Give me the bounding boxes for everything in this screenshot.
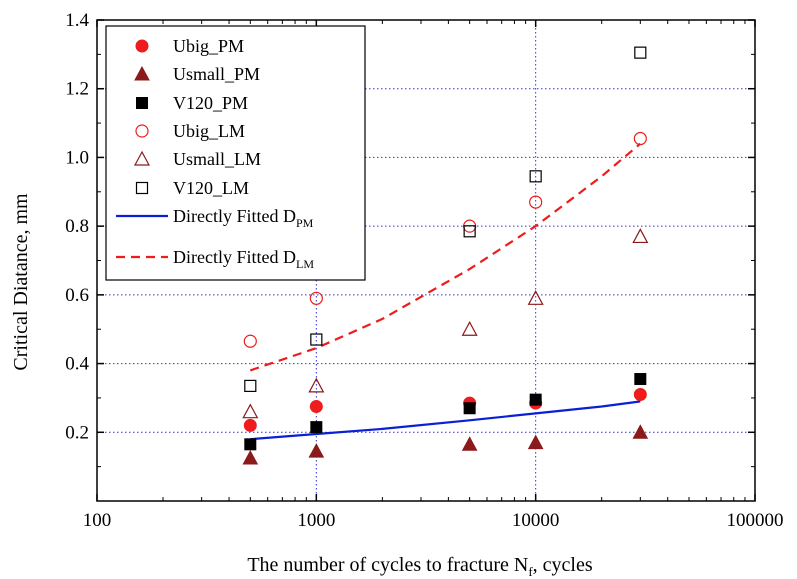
point-usmall-lm [461,320,478,336]
point-v120-lm [463,225,476,238]
grid [97,20,755,501]
point-v120-lm [634,46,647,59]
point-usmall-pm [242,449,259,465]
x-tick-label: 10000 [512,510,560,531]
point-usmall-pm [527,434,544,450]
x-tick-label: 1000 [297,510,335,531]
x-tick-label: 100000 [727,510,784,531]
legend-marker-ubig-lm [135,124,149,138]
legend-label-ubig-pm: Ubig_PM [173,36,244,56]
point-usmall-lm [527,290,544,305]
legend-label-usmall-lm: Usmall_LM [173,149,261,169]
point-v120-pm [244,438,257,451]
legend-box [105,25,366,281]
y-axis-label: Critical Diatance, mm [10,193,32,371]
point-usmall-pm [632,424,649,439]
fit-line-lm [249,142,642,372]
point-usmall-lm [242,403,259,419]
legend-marker-v120-lm [135,181,149,195]
point-v120-pm [463,402,476,415]
point-usmall-pm [461,436,478,451]
legend-marker-ubig-pm [135,39,149,53]
x-axis-label: The number of cycles to fracture Nf, cyc… [247,554,593,579]
point-v120-pm [634,373,647,386]
legend-label-ubig-lm: Ubig_LM [173,121,245,141]
point-usmall-pm [308,443,325,458]
point-v120-lm [310,333,323,346]
legend-label-v120-pm: V120_PM [173,93,248,113]
x-axis-label-suffix: , cycles [533,554,593,576]
point-ubig-lm [309,291,323,305]
y-tick-label: 0.6 [65,285,89,306]
legend-marker-v120-pm [136,97,148,109]
point-ubig-lm [529,195,543,209]
fit-line-pm [250,400,641,441]
y-tick-label: 1.2 [65,79,89,100]
legend-label-fit-lm: Directly Fitted DLM [173,247,314,271]
point-usmall-lm [632,228,649,244]
legend: Ubig_PM Usmall_PM V120_PM Ubig_LM Usmall_LM V… [105,25,366,281]
data-points [242,46,649,465]
x-axis-label-main: The number of cycles to fracture N [247,554,528,576]
legend-marker-usmall-lm [133,150,151,166]
y-tick-label: 1.4 [65,10,89,31]
legend-label-v120-lm: V120_LM [173,178,249,198]
point-v120-lm [529,170,542,183]
legend-label-fit-pm: Directly Fitted DPM [173,206,314,230]
point-ubig-pm [633,387,647,401]
axis-ticks: 100 1000 10000 100000 0.2 0.4 0.6 0.8 1.0 1.2 1.4 [65,10,783,531]
point-v120-lm [244,379,257,393]
x-axis-label-sub: f [528,564,533,579]
point-ubig-lm [243,334,257,348]
point-ubig-pm [309,400,323,414]
point-v120-pm [529,393,542,406]
fit-lines [249,142,642,441]
point-usmall-lm [308,377,325,393]
point-v120-pm [310,421,323,434]
legend-marker-usmall-pm [134,65,150,81]
legend-label-usmall-pm: Usmall_PM [173,64,260,84]
y-tick-label: 0.2 [65,422,89,443]
y-tick-label: 1.0 [65,147,89,168]
point-ubig-lm [633,131,647,146]
legend-label-main: Directly Fitted D [173,247,296,267]
legend-label-sub: PM [296,216,314,230]
legend-label-main: Directly Fitted D [173,206,296,226]
legend-label-sub: LM [296,257,314,271]
x-tick-label: 100 [83,510,112,531]
point-ubig-pm [243,418,257,432]
y-tick-label: 0.8 [65,216,89,237]
y-tick-label: 0.4 [65,354,89,375]
